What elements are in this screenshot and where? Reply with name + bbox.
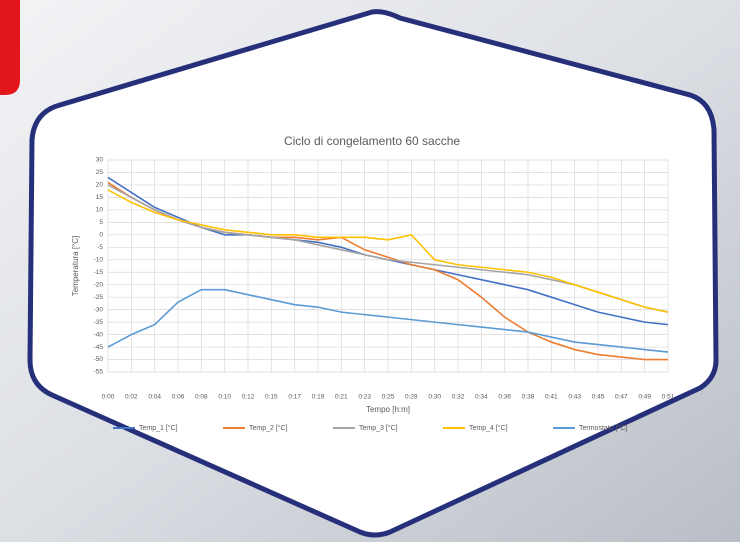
y-tick-label: -20 — [94, 281, 104, 288]
x-axis-title: Tempo [h:m] — [366, 405, 410, 414]
x-tick-label: 0:51 — [662, 394, 675, 401]
y-tick-label: -50 — [94, 356, 104, 363]
x-tick-label: 0:08 — [195, 394, 208, 401]
chart-title: Ciclo di congelamento 60 sacche — [284, 134, 460, 148]
x-tick-label: 0:23 — [358, 394, 371, 401]
y-tick-label: -25 — [94, 294, 104, 301]
y-tick-label: -35 — [94, 319, 104, 326]
series-line — [107, 288, 669, 353]
legend-label: Temp_2 [°C] — [249, 424, 288, 432]
x-tick-label: 0:47 — [615, 394, 628, 401]
x-tick-label: 0:04 — [148, 394, 161, 401]
x-tick-label: 0:43 — [568, 394, 581, 401]
x-tick-label: 0:02 — [125, 394, 138, 401]
legend-label: Temp_1 [°C] — [139, 424, 178, 432]
legend-label: Temp_4 [°C] — [469, 424, 508, 432]
x-tick-label: 0:49 — [638, 394, 651, 401]
x-tick-label: 0:17 — [288, 394, 301, 401]
y-tick-label: 25 — [96, 169, 104, 176]
x-tick-label: 0:45 — [592, 394, 605, 401]
x-tick-label: 0:36 — [498, 394, 511, 401]
x-tick-label: 0:30 — [428, 394, 441, 401]
y-tick-label: -55 — [94, 369, 104, 376]
y-tick-label: 20 — [96, 182, 104, 189]
y-tick-label: 0 — [99, 232, 103, 239]
y-tick-label: 15 — [96, 194, 104, 201]
x-tick-label: 0:21 — [335, 394, 348, 401]
x-tick-label: 0:32 — [452, 394, 465, 401]
x-tick-label: 0:38 — [522, 394, 535, 401]
y-tick-label: -40 — [94, 331, 104, 338]
x-tick-label: 0:41 — [545, 394, 558, 401]
x-tick-label: 0:10 — [218, 394, 231, 401]
y-axis-title: Temperatura [°C] — [71, 236, 80, 297]
y-tick-label: 10 — [96, 207, 104, 214]
x-tick-label: 0:34 — [475, 394, 488, 401]
y-tick-label: 30 — [96, 157, 104, 164]
y-tick-label: -5 — [97, 244, 103, 251]
legend-label: Temp_3 [°C] — [359, 424, 398, 432]
red-badge — [0, 0, 20, 95]
y-tick-label: -15 — [94, 269, 104, 276]
y-tick-label: -10 — [94, 256, 104, 263]
x-tick-label: 0:00 — [102, 394, 115, 401]
x-tick-label: 0:25 — [382, 394, 395, 401]
series-line — [107, 189, 669, 313]
hexagon-frame — [27, 9, 719, 538]
x-tick-label: 0:12 — [242, 394, 255, 401]
x-tick-label: 0:06 — [172, 394, 185, 401]
x-tick-label: 0:28 — [405, 394, 418, 401]
y-tick-label: -30 — [94, 306, 104, 313]
y-tick-label: -45 — [94, 344, 104, 351]
y-tick-label: 5 — [99, 219, 103, 226]
x-tick-label: 0:19 — [312, 394, 325, 401]
legend-label: Termostato [°C] — [579, 424, 627, 432]
x-tick-label: 0:15 — [265, 394, 278, 401]
